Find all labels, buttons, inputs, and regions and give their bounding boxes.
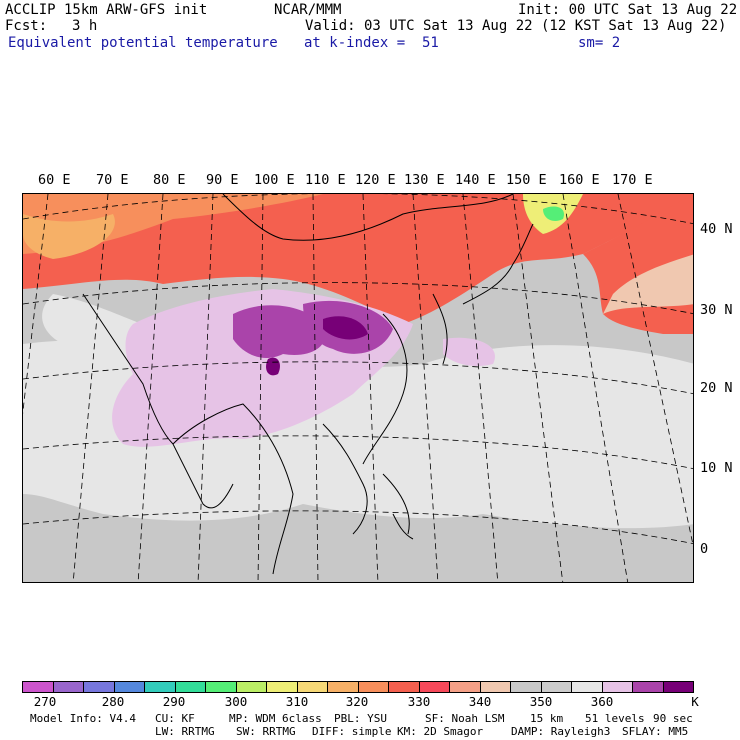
colorbar-label-310: 310 [285,694,309,709]
footer-pbl: PBL: YSU [334,712,387,725]
lat-label-10n: 10 N [700,460,733,476]
lat-label-0: 0 [700,541,709,557]
institution: NCAR/MMM [274,2,342,18]
footer-levels: 51 levels [585,712,645,725]
colorbar-label-300: 300 [224,694,248,709]
footer-sflay: SFLAY: MM5 [622,725,689,738]
colorbar-swatch [84,682,115,692]
footer-resolution: 15 km [530,712,564,725]
colorbar-swatch [206,682,237,692]
lon-label-100e: 100 E [254,172,295,188]
footer-km: KM: 2D Smagor [397,725,484,738]
colorbar-swatch [358,682,389,692]
colorbar-swatch [145,682,176,692]
forecast-value: 3 h [72,18,98,34]
colorbar-label-330: 330 [407,694,431,709]
lon-label-70e: 70 E [96,172,129,188]
colorbar-swatch [53,682,84,692]
footer-diff: DIFF: simple [312,725,392,738]
lon-label-80e: 80 E [153,172,186,188]
colorbar-swatch [663,682,693,692]
colorbar-swatch [633,682,664,692]
field-name: Equivalent potential temperature [8,35,278,51]
footer-model-info: Model Info: V4.4 [30,712,136,725]
colorbar-swatch [389,682,420,692]
purple-max-west [233,305,326,359]
colorbar-swatch [23,682,54,692]
colorbar-swatch [572,682,603,692]
valid-time: Valid: 03 UTC Sat 13 Aug 22 (12 KST Sat … [305,18,727,34]
forecast-label: Fcst: [5,18,48,34]
model-title: ACCLIP 15km ARW-GFS init [5,2,208,18]
colorbar-swatch [297,682,328,692]
colorbar-label-290: 290 [162,694,186,709]
colorbar-swatch [419,682,450,692]
lon-label-170e: 170 E [612,172,653,188]
footer-sw: SW: RRTMG [236,725,296,738]
graticule [23,194,693,582]
colorbar-swatch [450,682,481,692]
colorbar-swatch [267,682,298,692]
footer-lw: LW: RRTMG [155,725,215,738]
lon-label-130e: 130 E [404,172,445,188]
colorbar-swatch [511,682,542,692]
lavender-region-east [443,337,495,366]
footer-damp: DAMP: Rayleigh3 [511,725,611,738]
colorbar-label-320: 320 [345,694,369,709]
footer-sf: SF: Noah LSM [425,712,505,725]
colorbar [22,681,694,693]
colorbar-swatch [328,682,359,692]
orange-light-northwest [23,214,115,259]
coastlines [82,194,534,575]
colorbar-label-280: 280 [101,694,125,709]
footer-mp: MP: WDM 6class [229,712,322,725]
level-label: at k-index = 51 [304,35,439,51]
green-patch-northeast [543,206,564,221]
colorbar-label-360: 360 [590,694,614,709]
colorbar-swatch [602,682,633,692]
lat-label-30n: 30 N [700,302,733,318]
colorbar-label-270: 270 [33,694,57,709]
peach-band-northeast [603,254,693,314]
lon-label-110e: 110 E [305,172,346,188]
footer-cu: CU: KF [155,712,195,725]
lon-label-60e: 60 E [38,172,71,188]
init-time: Init: 00 UTC Sat 13 Aug 22 [518,2,738,18]
colorbar-swatch [236,682,267,692]
light-grey-region-ocean [443,400,693,498]
colorbar-swatch [114,682,145,692]
smoothing-label: sm= 2 [578,35,621,51]
colorbar-unit: K [691,694,699,709]
dark-purple-spot [266,357,280,376]
colorbar-swatch [175,682,206,692]
warm-band-north [23,194,693,324]
colorbar-label-340: 340 [468,694,492,709]
dark-purple-core [323,316,368,340]
colorbar-swatch [480,682,511,692]
map-panel [22,193,694,583]
lat-label-40n: 40 N [700,221,733,237]
lon-label-150e: 150 E [506,172,547,188]
lon-label-120e: 120 E [355,172,396,188]
theta-e-field [23,194,693,582]
lon-label-90e: 90 E [206,172,239,188]
colorbar-label-350: 350 [529,694,553,709]
colorbar-swatch [541,682,572,692]
lon-label-140e: 140 E [455,172,496,188]
lon-label-160e: 160 E [559,172,600,188]
footer-timestep: 90 sec [653,712,693,725]
lat-label-20n: 20 N [700,380,733,396]
